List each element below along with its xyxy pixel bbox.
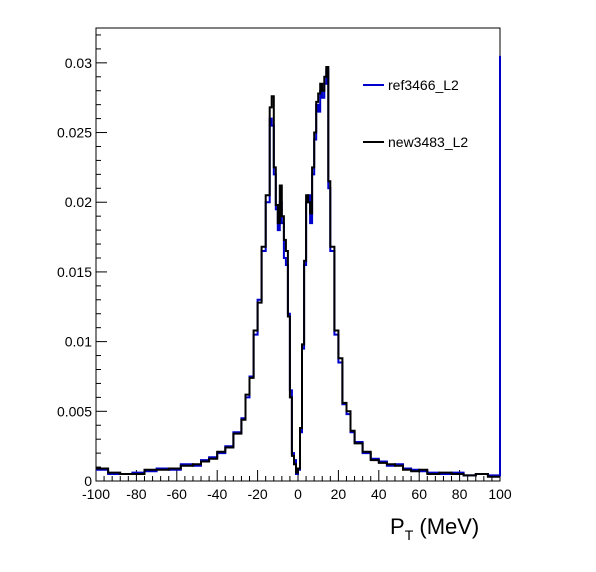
x-tick-label: 40 [371, 486, 387, 502]
x-tick-label: -20 [247, 486, 267, 502]
x-tick-label: 80 [452, 486, 468, 502]
x-axis-title-sub: T [405, 527, 414, 543]
x-tick-label: 20 [331, 486, 347, 502]
legend: ref3466_L2 new3483_L2 [363, 77, 468, 150]
x-axis-title-main: P [390, 514, 405, 539]
x-tick-label: -60 [167, 486, 187, 502]
x-tick-label: -80 [126, 486, 146, 502]
series-layer [96, 55, 501, 478]
x-axis-title-unit: (MeV) [413, 514, 479, 539]
x-axis-title: PT (MeV) [390, 514, 479, 543]
tick-labels: -100 -80 -60 -40 -20 0 20 40 60 80 100 0 0.005 0.01 0.… [57, 55, 512, 502]
axis-ticks [95, 34, 501, 482]
y-tick-label: 0.03 [65, 55, 92, 71]
plot-frame [95, 27, 501, 482]
y-tick-label: 0.015 [57, 264, 92, 280]
series-new3483-L2-line [96, 66, 500, 478]
x-tick-label: 0 [294, 486, 302, 502]
y-tick-label: 0.02 [65, 194, 92, 210]
x-tick-label: -100 [82, 486, 110, 502]
series-ref3466-L2-line [96, 55, 501, 477]
legend-label-ref: ref3466_L2 [388, 77, 459, 93]
y-tick-label: 0.01 [65, 334, 92, 350]
y-tick-label: 0.025 [57, 125, 92, 141]
legend-label-new: new3483_L2 [388, 134, 468, 150]
y-tick-label: 0.005 [57, 403, 92, 419]
y-tick-label: 0 [84, 473, 92, 489]
svg-text:PT (MeV): PT (MeV) [390, 514, 479, 543]
x-tick-label: -40 [207, 486, 227, 502]
x-tick-label: 60 [411, 486, 427, 502]
x-tick-label: 100 [488, 486, 512, 502]
